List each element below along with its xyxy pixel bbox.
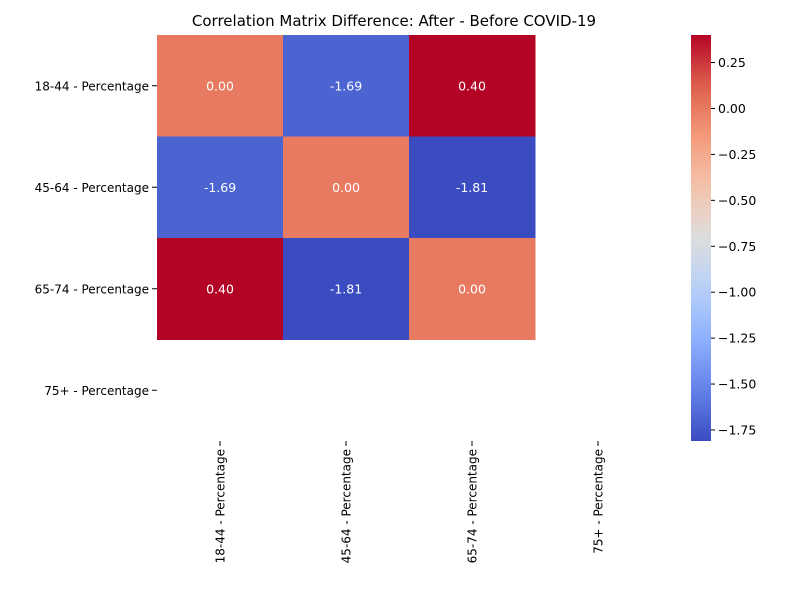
cell-value-label: -1.69 <box>204 180 236 195</box>
colorbar-tick-label: −1.25 <box>718 331 756 346</box>
heatmap-cell-labels: 0.00 -1.69 0.40 -1.69 0.00 -1.81 0.40 -1.81 0.00 <box>204 78 488 296</box>
colorbar-tick-label: −0.25 <box>718 147 756 162</box>
heatmap-cells <box>157 35 536 340</box>
x-tick-label: 18-44 - Percentage <box>214 449 228 563</box>
colorbar-tick-label: −1.00 <box>718 285 756 300</box>
cell-value-label: 0.40 <box>206 281 234 296</box>
chart-title: Correlation Matrix Difference: After - B… <box>192 12 596 30</box>
x-tick-label: 75+ - Percentage <box>592 449 606 554</box>
y-tick-label: 65-74 - Percentage <box>35 282 149 296</box>
y-axis: 18-44 - Percentage 45-64 - Percentage 65-7… <box>35 79 157 398</box>
y-tick-label: 18-44 - Percentage <box>35 79 149 93</box>
cell-value-label: 0.00 <box>458 281 486 296</box>
colorbar-tick-label: −1.75 <box>718 422 756 437</box>
colorbar-tick-label: 0.00 <box>718 101 746 116</box>
heatmap-cell <box>283 136 410 239</box>
heatmap-cell <box>283 238 410 340</box>
heatmap-cell <box>157 238 284 340</box>
x-tick-label: 45-64 - Percentage <box>340 449 354 563</box>
colorbar-tick-label: −0.50 <box>718 193 756 208</box>
colorbar-tick-label: −0.75 <box>718 239 756 254</box>
heatmap-cell <box>409 35 536 137</box>
heatmap-cell <box>157 136 284 239</box>
heatmap-cell <box>157 35 284 137</box>
cell-value-label: 0.40 <box>458 78 486 93</box>
cell-value-label: 0.00 <box>206 78 234 93</box>
x-axis: 18-44 - Percentage 45-64 - Percentage 65-7… <box>214 441 606 563</box>
heatmap-cell <box>409 238 536 340</box>
cell-value-label: -1.69 <box>330 78 362 93</box>
colorbar: 0.25 0.00 −0.25 −0.50 −0.75 −1.00 −1.25 −1.50 −1… <box>691 35 756 441</box>
heatmap-cell <box>409 136 536 239</box>
cell-value-label: 0.00 <box>332 180 360 195</box>
heatmap-cell <box>283 35 410 137</box>
colorbar-gradient <box>691 35 711 441</box>
cell-value-label: -1.81 <box>330 281 362 296</box>
y-tick-label: 45-64 - Percentage <box>35 181 149 195</box>
x-tick-label: 65-74 - Percentage <box>466 449 480 563</box>
cell-value-label: -1.81 <box>456 180 488 195</box>
y-tick-label: 75+ - Percentage <box>44 384 149 398</box>
colorbar-tick-label: 0.25 <box>718 55 746 70</box>
colorbar-tick-label: −1.50 <box>718 377 756 392</box>
